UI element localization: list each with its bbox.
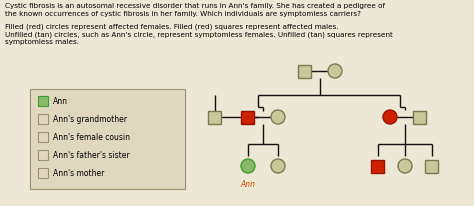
- Bar: [38, 115, 48, 124]
- Circle shape: [383, 110, 397, 124]
- Circle shape: [271, 159, 285, 173]
- Text: Unfilled (tan) circles, such as Ann's circle, represent symptomless females. Unf: Unfilled (tan) circles, such as Ann's ci…: [5, 31, 393, 37]
- Bar: [38, 168, 48, 178]
- Text: Ann: Ann: [240, 179, 255, 188]
- Bar: [38, 132, 48, 142]
- Bar: [372, 160, 384, 173]
- Circle shape: [328, 65, 342, 79]
- Text: Cystic fibrosis is an autosomal recessive disorder that runs in Ann's family. Sh: Cystic fibrosis is an autosomal recessiv…: [5, 3, 385, 9]
- Text: Ann's grandmother: Ann's grandmother: [53, 115, 127, 124]
- Bar: [38, 97, 48, 107]
- Bar: [209, 111, 221, 124]
- Circle shape: [241, 159, 255, 173]
- Bar: [299, 65, 311, 78]
- Bar: [426, 160, 438, 173]
- Text: Ann: Ann: [53, 97, 68, 106]
- Bar: [38, 150, 48, 160]
- Text: Ann's father's sister: Ann's father's sister: [53, 151, 129, 160]
- Bar: [241, 111, 255, 124]
- Text: symptomless males.: symptomless males.: [5, 39, 79, 45]
- Text: Ann's female cousin: Ann's female cousin: [53, 133, 130, 142]
- Text: Filled (red) circles represent affected females. Filled (red) squares represent : Filled (red) circles represent affected …: [5, 23, 338, 29]
- Text: Ann's mother: Ann's mother: [53, 169, 104, 178]
- Circle shape: [398, 159, 412, 173]
- Text: the known occurrences of cystic fibrosis in her family. Which individuals are sy: the known occurrences of cystic fibrosis…: [5, 11, 361, 17]
- Bar: [413, 111, 427, 124]
- Bar: [30, 90, 185, 189]
- Circle shape: [271, 110, 285, 124]
